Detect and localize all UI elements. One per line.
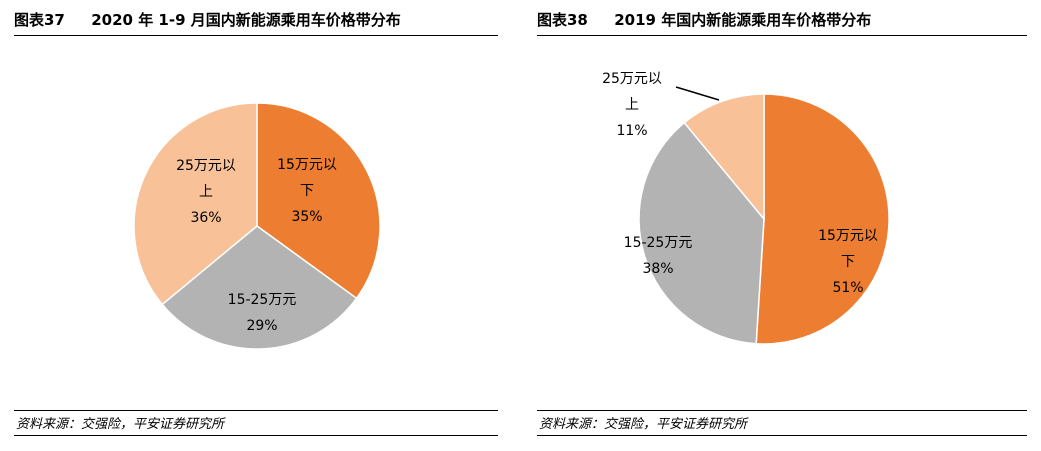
- figure-37-label: 图表37: [14, 11, 65, 29]
- figure-37-title-text: 2020 年 1-9 月国内新能源乘用车价格带分布: [91, 11, 401, 29]
- figure-38-top-rule: [537, 35, 1027, 36]
- figure-37-source: 资料来源：交强险，平安证券研究所: [16, 417, 225, 432]
- pie-slice-3: [683, 93, 765, 222]
- pie-slice-2: [161, 225, 358, 350]
- slice-1-category-label: 下: [841, 254, 855, 270]
- slice-3-percent-label: 11%: [616, 123, 647, 139]
- figure-37-panel: 图表37 2020 年 1-9 月国内新能源乘用车价格带分布 15万元以下 35%…: [14, 0, 498, 451]
- slice-1-percent-label: 35%: [291, 209, 322, 225]
- slice-2-percent-label: 38%: [642, 261, 673, 277]
- slice-3-category-label: 上: [199, 184, 213, 200]
- pie-slice-2: [638, 121, 765, 345]
- figure-38-foot-rule: [537, 435, 1027, 436]
- pie-slice-1: [755, 93, 890, 345]
- slice-3-category-label: 25万元以: [176, 158, 236, 174]
- label-leader-line: [675, 86, 720, 101]
- slice-1-percent-label: 51%: [832, 280, 863, 296]
- figure-37-title: 图表37 2020 年 1-9 月国内新能源乘用车价格带分布: [14, 9, 498, 33]
- figure-37-bottom-rule: [14, 410, 498, 411]
- slice-3-category-label: 25万元以: [602, 71, 662, 87]
- slice-2-category-label: 15-25万元: [624, 235, 693, 251]
- pie-slice-1: [256, 102, 381, 300]
- figure-38-panel: 图表38 2019 年国内新能源乘用车价格带分布 15万元以下 51% 15-25万…: [537, 0, 1027, 451]
- slice-2-category-label: 15-25万元: [228, 292, 297, 308]
- slice-2-percent-label: 29%: [246, 318, 277, 334]
- slice-3-category-label: 上: [625, 97, 639, 113]
- figure-38-bottom-rule: [537, 410, 1027, 411]
- slice-1-category-label: 下: [300, 183, 314, 199]
- slice-1-category-label: 15万元以: [818, 228, 878, 244]
- figure-37-top-rule: [14, 35, 498, 36]
- figure-38-title: 图表38 2019 年国内新能源乘用车价格带分布: [537, 9, 1027, 33]
- slice-1-category-label: 15万元以: [277, 157, 337, 173]
- slice-3-percent-label: 36%: [190, 210, 221, 226]
- figure-37-foot-rule: [14, 435, 498, 436]
- pie-slice-3: [133, 102, 258, 306]
- figure-38-source: 资料来源：交强险，平安证券研究所: [539, 417, 748, 432]
- figure-38-title-text: 2019 年国内新能源乘用车价格带分布: [614, 11, 872, 29]
- figure-38-label: 图表38: [537, 11, 588, 29]
